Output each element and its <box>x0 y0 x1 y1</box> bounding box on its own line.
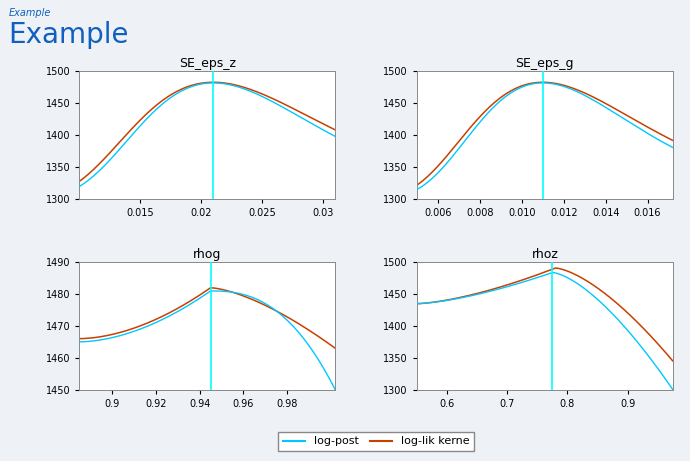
Title: rhoz: rhoz <box>531 248 558 261</box>
Title: SE_eps_g: SE_eps_g <box>515 57 574 70</box>
Text: Example: Example <box>8 8 50 18</box>
Title: rhog: rhog <box>193 248 221 261</box>
Text: Example: Example <box>8 21 129 49</box>
Title: SE_eps_z: SE_eps_z <box>179 57 236 70</box>
Legend: log-post, log-lik kerne: log-post, log-lik kerne <box>278 432 474 451</box>
